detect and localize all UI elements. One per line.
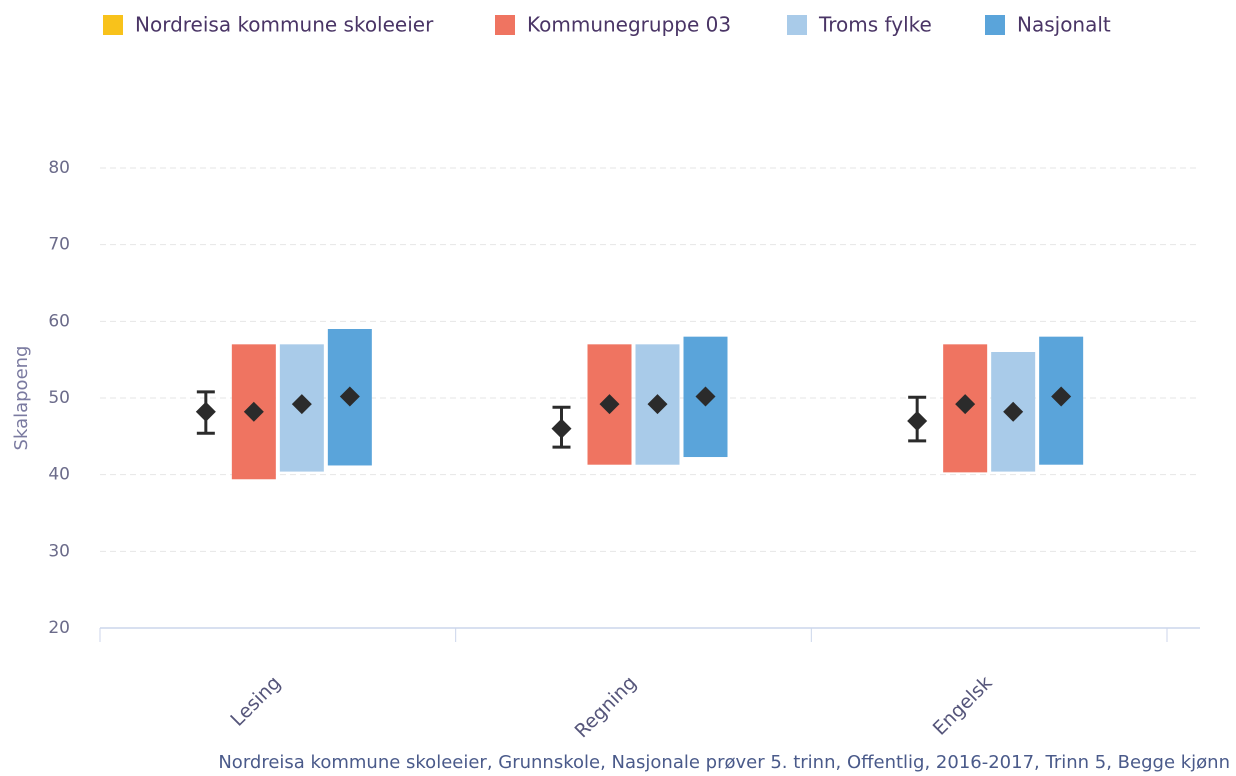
y-tick-label: 80 xyxy=(48,158,70,178)
mean-marker xyxy=(647,394,668,415)
mean-marker xyxy=(695,386,716,407)
y-tick-label: 30 xyxy=(48,541,70,561)
mean-marker xyxy=(195,401,216,422)
mean-marker xyxy=(551,418,572,439)
legend-swatch xyxy=(787,15,807,35)
x-tick-label: Regning xyxy=(571,672,641,742)
legend-label: Kommunegruppe 03 xyxy=(527,13,731,37)
mean-marker xyxy=(339,386,360,407)
legend-swatch xyxy=(495,15,515,35)
mean-marker xyxy=(291,394,312,415)
y-tick-label: 50 xyxy=(48,388,70,408)
mean-marker xyxy=(243,401,264,422)
y-tick-label: 60 xyxy=(48,311,70,331)
x-tick-label: Engelsk xyxy=(929,672,997,740)
legend-label: Troms fylke xyxy=(818,13,932,37)
mean-marker xyxy=(599,394,620,415)
mean-marker xyxy=(955,394,976,415)
legend-label: Nasjonalt xyxy=(1017,13,1111,37)
legend-swatch xyxy=(103,15,123,35)
x-tick-label: Lesing xyxy=(226,672,285,731)
y-tick-label: 20 xyxy=(48,618,70,638)
footnote: Nordreisa kommune skoleeier, Grunnskole,… xyxy=(218,752,1230,773)
legend-swatch xyxy=(985,15,1005,35)
legend-label: Nordreisa kommune skoleeier xyxy=(135,13,434,37)
y-axis-label: Skalapoeng xyxy=(11,346,32,451)
mean-marker xyxy=(1051,386,1072,407)
y-tick-label: 70 xyxy=(48,235,70,255)
y-tick-label: 40 xyxy=(48,465,70,485)
mean-marker xyxy=(907,411,928,431)
mean-marker xyxy=(1003,401,1024,422)
